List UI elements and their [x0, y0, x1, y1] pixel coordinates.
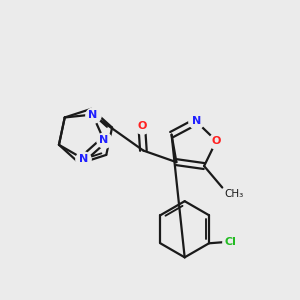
Text: O: O	[137, 121, 146, 131]
Text: CH₃: CH₃	[224, 189, 243, 199]
Text: N: N	[88, 110, 97, 119]
Text: N: N	[79, 154, 88, 164]
Text: O: O	[212, 136, 221, 146]
Text: N: N	[192, 116, 201, 127]
Text: Cl: Cl	[224, 237, 236, 247]
Text: N: N	[99, 135, 109, 145]
